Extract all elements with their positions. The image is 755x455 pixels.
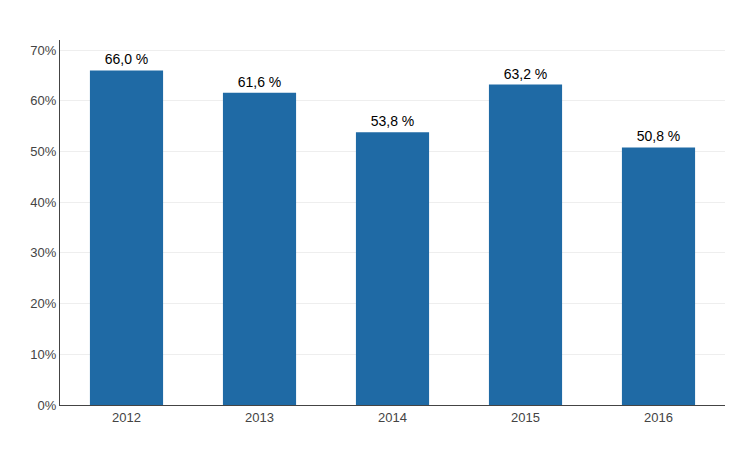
- svg-text:10%: 10%: [30, 347, 56, 362]
- svg-text:40%: 40%: [30, 195, 56, 210]
- svg-text:61,6 %: 61,6 %: [238, 74, 282, 90]
- svg-text:66,0 %: 66,0 %: [105, 51, 149, 67]
- svg-text:2015: 2015: [511, 410, 540, 425]
- svg-text:70%: 70%: [30, 43, 56, 58]
- svg-text:20%: 20%: [30, 296, 56, 311]
- svg-text:60%: 60%: [30, 93, 56, 108]
- svg-text:50%: 50%: [30, 144, 56, 159]
- svg-text:2012: 2012: [112, 410, 141, 425]
- svg-text:2016: 2016: [644, 410, 673, 425]
- svg-text:2014: 2014: [378, 410, 407, 425]
- svg-text:53,8 %: 53,8 %: [371, 113, 415, 129]
- svg-text:0%: 0%: [38, 398, 57, 413]
- svg-text:50,8 %: 50,8 %: [637, 128, 681, 144]
- svg-text:2013: 2013: [245, 410, 274, 425]
- svg-text:63,2 %: 63,2 %: [504, 66, 548, 82]
- svg-text:30%: 30%: [30, 245, 56, 260]
